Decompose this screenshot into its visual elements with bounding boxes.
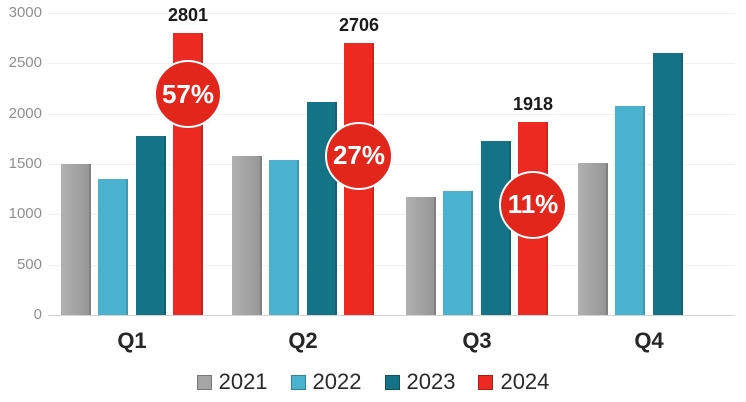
y-axis-tick-3000: 3000 bbox=[8, 4, 42, 21]
legend-swatch-2023 bbox=[384, 374, 400, 390]
gridline-2000 bbox=[48, 113, 735, 115]
bar-2023-q1 bbox=[136, 136, 166, 315]
y-axis-tick-2000: 2000 bbox=[8, 104, 42, 122]
legend-item-2024: 2024 bbox=[478, 371, 549, 393]
gridline-1000 bbox=[48, 214, 735, 216]
legend-swatch-2024 bbox=[478, 374, 494, 390]
bar-2021-q3 bbox=[406, 197, 436, 315]
value-label-2024-q3: 1918 bbox=[512, 93, 554, 114]
legend-label-2023: 2023 bbox=[406, 369, 456, 394]
y-axis-tick-1500: 1500 bbox=[8, 155, 42, 172]
value-label-2024-q2: 2706 bbox=[338, 14, 380, 35]
x-axis-label-q2: Q2 bbox=[288, 328, 318, 353]
bar-2021-q4 bbox=[578, 162, 608, 315]
gridline-3000 bbox=[48, 13, 735, 14]
legend-label-2021: 2021 bbox=[218, 369, 268, 394]
bar-2022-q2 bbox=[269, 159, 299, 315]
gridline-2500 bbox=[48, 63, 735, 65]
y-axis-tick-500: 500 bbox=[16, 255, 42, 273]
growth-badge-q2: 27% bbox=[325, 121, 393, 190]
value-label-2024-q1: 2801 bbox=[167, 5, 209, 26]
legend-label-2022: 2022 bbox=[312, 369, 362, 394]
bar-2022-q4 bbox=[615, 105, 645, 315]
gridline-500 bbox=[48, 264, 735, 266]
bar-2021-q1 bbox=[61, 164, 91, 315]
legend-item-2023: 2023 bbox=[384, 369, 456, 394]
growth-badge-q3: 11% bbox=[499, 170, 567, 239]
legend-swatch-2022 bbox=[290, 374, 306, 390]
x-axis-label-q1: Q1 bbox=[117, 328, 147, 353]
legend: 2021 2022 2023 2024 bbox=[0, 367, 746, 397]
legend-label-2024: 2024 bbox=[500, 369, 550, 394]
bar-2022-q1 bbox=[98, 179, 128, 315]
bar-2022-q3 bbox=[443, 191, 473, 315]
legend-swatch-2021 bbox=[196, 374, 212, 390]
x-axis-label-q3: Q3 bbox=[462, 328, 492, 353]
gridline-0 bbox=[48, 315, 735, 316]
legend-item-2022: 2022 bbox=[290, 369, 362, 394]
bar-2023-q4 bbox=[653, 53, 683, 315]
x-axis-label-q4: Q4 bbox=[634, 328, 664, 353]
legend-item-2021: 2021 bbox=[196, 369, 268, 394]
growth-badge-q1: 57% bbox=[154, 60, 222, 129]
bar-2023-q3 bbox=[481, 140, 511, 315]
bar-2021-q2 bbox=[232, 155, 262, 315]
y-axis-tick-2500: 2500 bbox=[8, 54, 42, 72]
y-axis-tick-1000: 1000 bbox=[8, 205, 42, 223]
y-axis-tick-0: 0 bbox=[33, 306, 42, 323]
